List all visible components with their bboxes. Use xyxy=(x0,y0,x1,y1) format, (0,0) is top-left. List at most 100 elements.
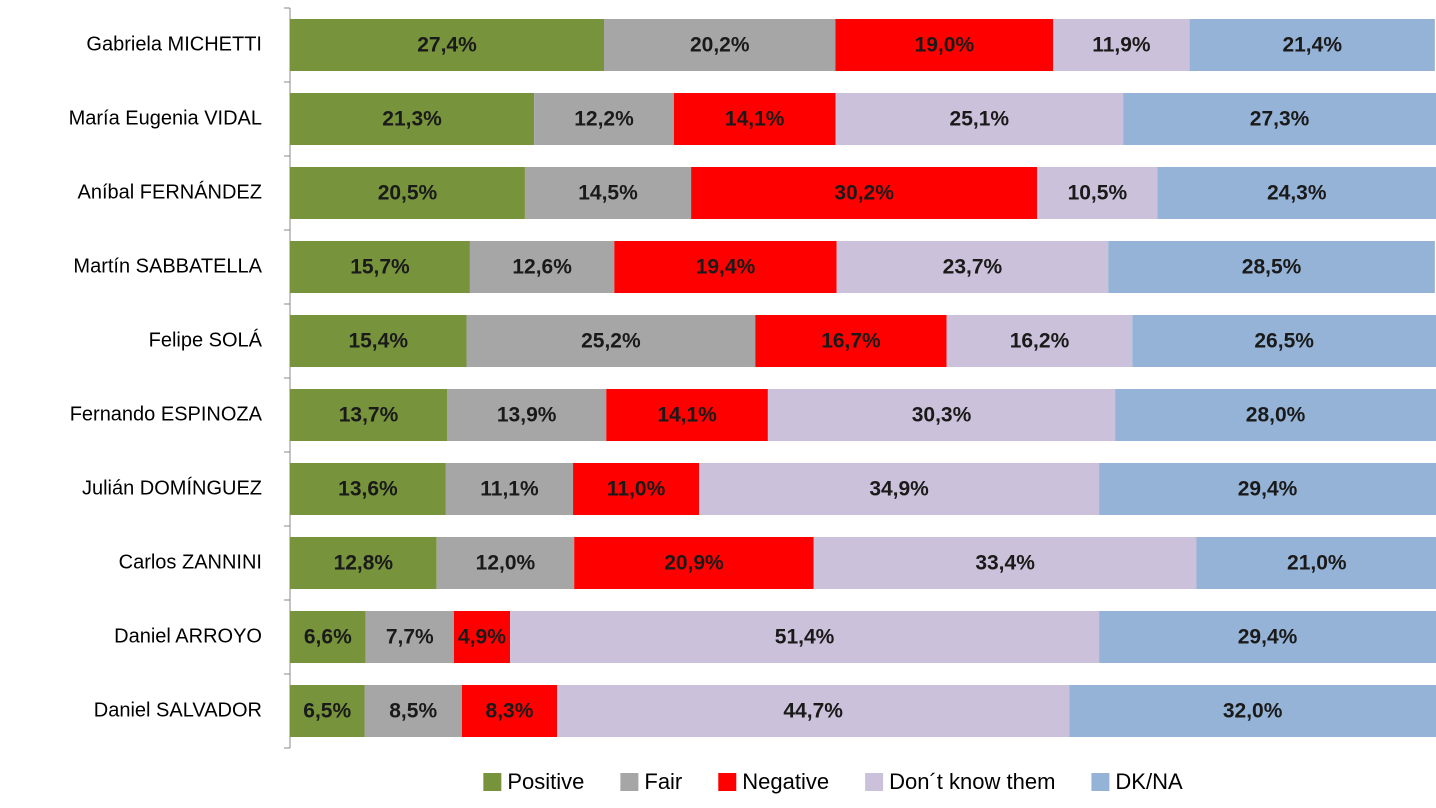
bar-segment xyxy=(510,611,1100,663)
bar-segment xyxy=(1115,389,1436,441)
legend-swatch xyxy=(620,773,639,791)
category-label: Fernando ESPINOZA xyxy=(70,403,263,425)
legend-label: Fair xyxy=(644,769,682,794)
bar-segment xyxy=(290,93,535,145)
bar-segment xyxy=(290,685,365,737)
bar-segment xyxy=(557,685,1070,737)
value-label: 4,9% xyxy=(458,626,506,649)
category-label: Carlos ZANNINI xyxy=(119,551,262,573)
value-label: 6,5% xyxy=(303,700,351,723)
value-label: 14,1% xyxy=(657,404,717,427)
value-label: 7,7% xyxy=(386,626,434,649)
bar-segment xyxy=(534,93,674,145)
value-label: 30,3% xyxy=(912,404,972,427)
value-label: 13,7% xyxy=(339,404,399,427)
value-label: 13,6% xyxy=(338,478,398,501)
bar-segment xyxy=(573,463,700,515)
value-label: 12,2% xyxy=(574,108,634,131)
value-label: 32,0% xyxy=(1223,700,1283,723)
value-label: 29,4% xyxy=(1238,626,1298,649)
value-label: 21,4% xyxy=(1282,34,1342,57)
bar-segment xyxy=(755,315,947,367)
value-label: 20,2% xyxy=(690,34,750,57)
category-label: Julián DOMÍNGUEZ xyxy=(82,476,262,499)
bar-segment xyxy=(606,389,768,441)
value-label: 10,5% xyxy=(1068,182,1128,205)
value-label: 26,5% xyxy=(1254,330,1314,353)
value-label: 29,4% xyxy=(1238,478,1298,501)
category-label: María Eugenia VIDAL xyxy=(69,107,262,129)
value-label: 8,5% xyxy=(389,700,437,723)
value-label: 20,9% xyxy=(664,552,724,575)
category-label: Daniel SALVADOR xyxy=(94,699,262,721)
value-label: 12,0% xyxy=(476,552,536,575)
bar-segment xyxy=(290,315,467,367)
bar-segment xyxy=(1053,19,1190,71)
value-label: 11,1% xyxy=(480,478,539,501)
legend-label: DK/NA xyxy=(1115,769,1183,794)
value-label: 28,0% xyxy=(1246,404,1306,427)
bar-segment xyxy=(1189,19,1435,71)
value-label: 21,0% xyxy=(1287,552,1347,575)
bar-segment xyxy=(835,93,1124,145)
bar-segment xyxy=(813,537,1197,589)
bar-segment xyxy=(290,167,525,219)
bar-segment xyxy=(290,537,437,589)
value-label: 12,8% xyxy=(334,552,394,575)
bar-segment xyxy=(1123,93,1436,145)
bar-segment xyxy=(767,389,1116,441)
bar-segment xyxy=(447,389,607,441)
bar-segment xyxy=(1069,685,1436,737)
value-label: 16,7% xyxy=(821,330,881,353)
bar-segment xyxy=(1196,537,1436,589)
value-label: 12,6% xyxy=(512,256,572,279)
value-label: 28,5% xyxy=(1242,256,1302,279)
bar-segment xyxy=(290,241,470,293)
value-label: 14,1% xyxy=(725,108,785,131)
value-label: 33,4% xyxy=(975,552,1035,575)
value-label: 25,1% xyxy=(950,108,1010,131)
legend-label: Negative xyxy=(742,769,829,794)
bar-segment xyxy=(673,93,836,145)
value-label: 44,7% xyxy=(783,700,843,723)
value-label: 27,3% xyxy=(1250,108,1310,131)
bar-segment xyxy=(1037,167,1158,219)
bar-segment xyxy=(290,463,446,515)
value-label: 25,2% xyxy=(581,330,641,353)
bar-segment xyxy=(1108,241,1435,293)
bar-segment xyxy=(699,463,1100,515)
bar-segment xyxy=(365,611,454,663)
value-label: 15,7% xyxy=(350,256,410,279)
bar-segment xyxy=(436,537,575,589)
legend-swatch xyxy=(483,773,502,791)
bar-segment xyxy=(836,241,1109,293)
value-label: 11,0% xyxy=(607,478,666,501)
bar-segment xyxy=(1099,611,1436,663)
bar-segment xyxy=(691,167,1038,219)
value-label: 34,9% xyxy=(869,478,929,501)
legend-label: Positive xyxy=(507,769,584,794)
category-label: Aníbal FERNÁNDEZ xyxy=(78,180,263,203)
legend-swatch xyxy=(1091,773,1110,791)
bar-segment xyxy=(1132,315,1436,367)
bar-segment xyxy=(524,167,692,219)
bar-segment xyxy=(604,19,836,71)
value-label: 15,4% xyxy=(348,330,408,353)
value-label: 27,4% xyxy=(417,34,477,57)
bar-segment xyxy=(290,389,448,441)
value-label: 14,5% xyxy=(578,182,638,205)
bar-segment xyxy=(364,685,462,737)
value-label: 30,2% xyxy=(834,182,894,205)
bar-segment xyxy=(445,463,574,515)
bar-segment xyxy=(466,315,756,367)
category-label: Martín SABBATELLA xyxy=(73,255,262,277)
value-label: 8,3% xyxy=(486,700,534,723)
category-label: Daniel ARROYO xyxy=(114,625,262,647)
bar-segment xyxy=(574,537,814,589)
value-label: 21,3% xyxy=(382,108,442,131)
value-label: 23,7% xyxy=(943,256,1003,279)
value-label: 20,5% xyxy=(378,182,438,205)
value-label: 24,3% xyxy=(1267,182,1327,205)
bar-segment xyxy=(1157,167,1436,219)
category-label: Felipe SOLÁ xyxy=(149,328,263,351)
